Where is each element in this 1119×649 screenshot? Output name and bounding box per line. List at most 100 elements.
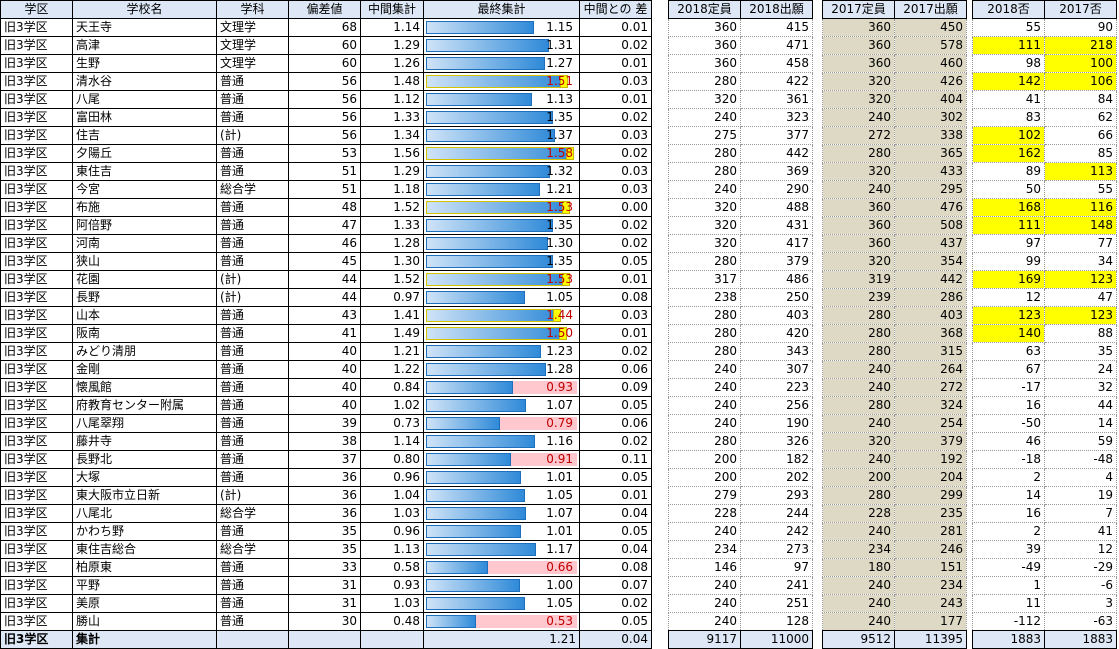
final-cell[interactable]: 1.05: [423, 594, 580, 613]
district-cell[interactable]: 旧3学区: [0, 468, 73, 487]
school-cell[interactable]: 山本: [72, 306, 217, 325]
header-mid[interactable]: 中間集計: [360, 0, 424, 19]
cap2017-cell[interactable]: 239: [822, 288, 895, 307]
dept-cell[interactable]: 普通: [216, 468, 289, 487]
no2017-cell[interactable]: 62: [1044, 108, 1117, 127]
cap2018-cell[interactable]: 240: [668, 522, 741, 541]
no2018-cell[interactable]: 168: [972, 198, 1045, 217]
no2017-cell[interactable]: 19: [1044, 486, 1117, 505]
district-cell[interactable]: 旧3学区: [0, 144, 73, 163]
no2017-cell[interactable]: 84: [1044, 90, 1117, 109]
final-cell[interactable]: 1.30: [423, 234, 580, 253]
app2018-cell[interactable]: 431: [740, 216, 813, 235]
final-cell[interactable]: 1.07: [423, 504, 580, 523]
district-cell[interactable]: 旧3学区: [0, 180, 73, 199]
cap2017-cell[interactable]: 240: [822, 360, 895, 379]
cap2018-cell[interactable]: 280: [668, 252, 741, 271]
final-cell[interactable]: 1.13: [423, 90, 580, 109]
app2018-cell[interactable]: 273: [740, 540, 813, 559]
cap2018-cell[interactable]: 280: [668, 162, 741, 181]
cap2017-cell[interactable]: 319: [822, 270, 895, 289]
total-district[interactable]: 旧3学区: [0, 630, 73, 649]
final-cell[interactable]: 1.32: [423, 162, 580, 181]
app2018-cell[interactable]: 323: [740, 108, 813, 127]
school-cell[interactable]: 東住吉総合: [72, 540, 217, 559]
app2017-cell[interactable]: 450: [894, 18, 967, 37]
no2018-cell[interactable]: 169: [972, 270, 1045, 289]
mid-cell[interactable]: 1.41: [360, 306, 424, 325]
app2017-cell[interactable]: 246: [894, 540, 967, 559]
score-cell[interactable]: 45: [288, 252, 361, 271]
cap2018-cell[interactable]: 317: [668, 270, 741, 289]
no2017-cell[interactable]: 116: [1044, 198, 1117, 217]
diff-cell[interactable]: 0.07: [579, 576, 652, 595]
diff-cell[interactable]: 0.00: [579, 198, 652, 217]
district-cell[interactable]: 旧3学区: [0, 558, 73, 577]
diff-cell[interactable]: 0.05: [579, 468, 652, 487]
cap2018-cell[interactable]: 280: [668, 342, 741, 361]
district-cell[interactable]: 旧3学区: [0, 126, 73, 145]
district-cell[interactable]: 旧3学区: [0, 36, 73, 55]
no2018-cell[interactable]: -17: [972, 378, 1045, 397]
no2018-cell[interactable]: 162: [972, 144, 1045, 163]
school-cell[interactable]: 河南: [72, 234, 217, 253]
app2018-cell[interactable]: 379: [740, 252, 813, 271]
district-cell[interactable]: 旧3学区: [0, 216, 73, 235]
app2018-cell[interactable]: 415: [740, 18, 813, 37]
app2017-cell[interactable]: 578: [894, 36, 967, 55]
header-cap2018[interactable]: 2018定員: [668, 0, 741, 19]
no2017-cell[interactable]: 4: [1044, 468, 1117, 487]
school-cell[interactable]: 八尾翠翔: [72, 414, 217, 433]
no2018-cell[interactable]: -18: [972, 450, 1045, 469]
score-cell[interactable]: 40: [288, 378, 361, 397]
cap2017-cell[interactable]: 240: [822, 450, 895, 469]
cap2018-cell[interactable]: 360: [668, 54, 741, 73]
dept-cell[interactable]: (計): [216, 270, 289, 289]
district-cell[interactable]: 旧3学区: [0, 18, 73, 37]
app2018-cell[interactable]: 343: [740, 342, 813, 361]
app2017-cell[interactable]: 324: [894, 396, 967, 415]
mid-cell[interactable]: 1.52: [360, 270, 424, 289]
app2017-cell[interactable]: 254: [894, 414, 967, 433]
diff-cell[interactable]: 0.05: [579, 396, 652, 415]
no2018-cell[interactable]: 16: [972, 504, 1045, 523]
school-cell[interactable]: 長野北: [72, 450, 217, 469]
dept-cell[interactable]: 普通: [216, 306, 289, 325]
app2017-cell[interactable]: 281: [894, 522, 967, 541]
no2018-cell[interactable]: 99: [972, 252, 1045, 271]
no2018-cell[interactable]: 1: [972, 576, 1045, 595]
app2018-cell[interactable]: 202: [740, 468, 813, 487]
dept-cell[interactable]: 普通: [216, 450, 289, 469]
mid-cell[interactable]: 1.03: [360, 504, 424, 523]
district-cell[interactable]: 旧3学区: [0, 450, 73, 469]
dept-cell[interactable]: 普通: [216, 72, 289, 91]
cap2017-cell[interactable]: 280: [822, 342, 895, 361]
score-cell[interactable]: 56: [288, 72, 361, 91]
school-cell[interactable]: 長野: [72, 288, 217, 307]
cap2018-cell[interactable]: 280: [668, 144, 741, 163]
cap2018-cell[interactable]: 320: [668, 198, 741, 217]
diff-cell[interactable]: 0.04: [579, 504, 652, 523]
school-cell[interactable]: みどり清朋: [72, 342, 217, 361]
no2017-cell[interactable]: 47: [1044, 288, 1117, 307]
district-cell[interactable]: 旧3学区: [0, 162, 73, 181]
score-cell[interactable]: 44: [288, 270, 361, 289]
no2018-cell[interactable]: 39: [972, 540, 1045, 559]
district-cell[interactable]: 旧3学区: [0, 360, 73, 379]
cap2017-cell[interactable]: 320: [822, 162, 895, 181]
app2017-cell[interactable]: 437: [894, 234, 967, 253]
cap2018-cell[interactable]: 320: [668, 216, 741, 235]
district-cell[interactable]: 旧3学区: [0, 414, 73, 433]
no2017-cell[interactable]: 32: [1044, 378, 1117, 397]
app2018-cell[interactable]: 250: [740, 288, 813, 307]
header-diff[interactable]: 中間との 差: [579, 0, 652, 19]
school-cell[interactable]: 府教育センター附属: [72, 396, 217, 415]
cap2017-cell[interactable]: 360: [822, 36, 895, 55]
cap2017-cell[interactable]: 360: [822, 198, 895, 217]
dept-cell[interactable]: (計): [216, 126, 289, 145]
school-cell[interactable]: 花園: [72, 270, 217, 289]
no2017-cell[interactable]: 88: [1044, 324, 1117, 343]
cap2018-cell[interactable]: 238: [668, 288, 741, 307]
score-cell[interactable]: 47: [288, 216, 361, 235]
diff-cell[interactable]: 0.06: [579, 414, 652, 433]
